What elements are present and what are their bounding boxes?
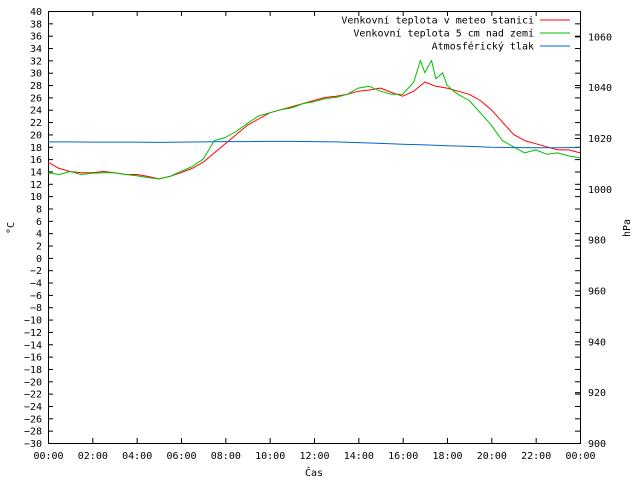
- y-tick-label: 4: [36, 229, 42, 240]
- y-tick-label: 38: [30, 19, 42, 30]
- y2-tick-label: 1020: [588, 134, 612, 145]
- y-tick-label: −2: [30, 266, 42, 277]
- y2-tick-label: 960: [588, 287, 606, 298]
- x-tick-label: 00:00: [33, 451, 63, 462]
- y-tick-label: 22: [30, 118, 42, 129]
- legend-label: Venkovní teplota v meteo stanici: [341, 15, 534, 27]
- x-axis-label: Čas: [305, 466, 323, 479]
- y-tick-label: 24: [30, 106, 42, 117]
- y-tick-label: −18: [24, 365, 42, 376]
- y2-tick-label: 1000: [588, 185, 612, 196]
- y-tick-label: 8: [36, 204, 42, 215]
- y-axis-ticks: −30−28−26−24−22−20−18−16−14−12−10−8−6−4−…: [24, 7, 580, 450]
- y-tick-label: −10: [24, 316, 42, 327]
- y-tick-label: 10: [30, 192, 42, 203]
- legend-label: Atmosférický tlak: [432, 41, 534, 53]
- x-tick-label: 14:00: [344, 451, 374, 462]
- y-tick-label: 0: [36, 254, 42, 265]
- y2-axis-ticks: 900 920 940 960 980 1000 1020 1040 1060: [575, 32, 612, 450]
- y-tick-label: 20: [30, 130, 42, 141]
- x-tick-label: 00:00: [565, 451, 595, 462]
- y2-tick-label: 920: [588, 388, 606, 399]
- y2-tick-label: 980: [588, 236, 606, 247]
- x-tick-label: 22:00: [521, 451, 551, 462]
- y-tick-label: −24: [24, 402, 42, 413]
- y-tick-label: 6: [36, 217, 42, 228]
- y-tick-label: 12: [30, 180, 42, 191]
- y2-tick-label: 1060: [588, 32, 612, 43]
- legend-label: Venkovní teplota 5 cm nad zemí: [353, 28, 534, 40]
- y-tick-label: 30: [30, 69, 42, 80]
- y2-tick-label: 900: [588, 439, 606, 450]
- x-axis-ticks: 00:00 02:00 04:00 06:00 08:00 10:00 12:00 14:00…: [33, 11, 596, 462]
- x-tick-label: 08:00: [211, 451, 241, 462]
- x-tick-label: 18:00: [432, 451, 462, 462]
- y-axis-label: °C: [6, 222, 17, 234]
- y-tick-label: 14: [30, 167, 42, 178]
- series-lines: [47, 59, 581, 180]
- x-tick-label: 02:00: [78, 451, 108, 462]
- y-tick-label: 26: [30, 93, 42, 104]
- y2-axis-label: hPa: [622, 219, 633, 237]
- y-tick-label: −14: [24, 340, 42, 351]
- y-tick-label: 28: [30, 81, 42, 92]
- y-tick-label: 36: [30, 32, 42, 43]
- y-tick-label: −26: [24, 414, 42, 425]
- y2-tick-label: 1040: [588, 83, 612, 94]
- x-tick-label: 20:00: [477, 451, 507, 462]
- series-line-2: [47, 59, 581, 180]
- y-tick-label: 32: [30, 56, 42, 67]
- y-tick-label: −4: [30, 279, 42, 290]
- x-tick-label: 06:00: [166, 451, 196, 462]
- y-tick-label: −12: [24, 328, 42, 339]
- y-tick-label: 40: [30, 7, 42, 18]
- y-tick-label: −28: [24, 427, 42, 438]
- x-tick-label: 04:00: [122, 451, 152, 462]
- x-tick-label: 12:00: [299, 451, 329, 462]
- series-line-1: [47, 81, 581, 180]
- legend: Venkovní teplota v meteo staniciVenkovní…: [341, 15, 570, 53]
- y-tick-label: 34: [30, 44, 42, 55]
- y-tick-label: −20: [24, 377, 42, 388]
- x-tick-label: 16:00: [388, 451, 418, 462]
- plot-frame: [48, 11, 581, 444]
- y-tick-label: 2: [36, 242, 42, 253]
- y-tick-label: −22: [24, 390, 42, 401]
- y-tick-label: −6: [30, 291, 42, 302]
- y-tick-label: −16: [24, 353, 42, 364]
- y-tick-label: 18: [30, 143, 42, 154]
- y-tick-label: 16: [30, 155, 42, 166]
- x-tick-label: 10:00: [255, 451, 285, 462]
- y-tick-label: −30: [24, 439, 42, 450]
- y-tick-label: −8: [30, 303, 42, 314]
- series-line-3: [48, 140, 581, 149]
- y2-tick-label: 940: [588, 337, 606, 348]
